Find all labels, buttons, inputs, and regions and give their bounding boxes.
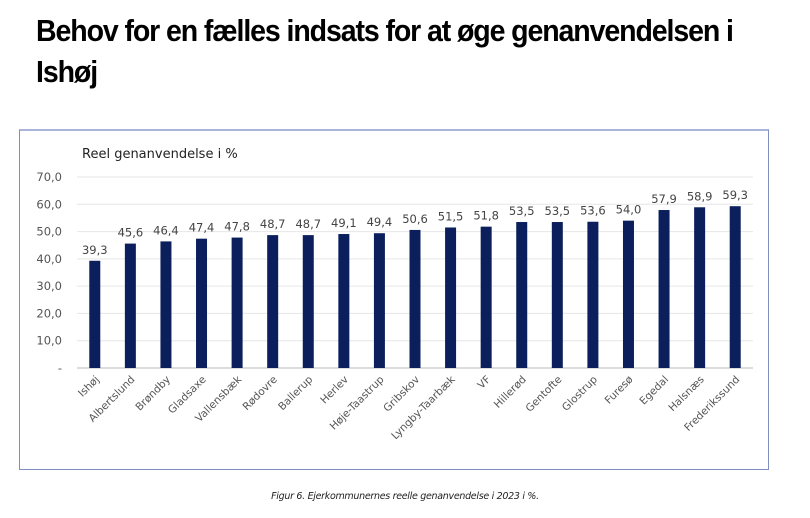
x-tick-label: Herlev (318, 374, 351, 407)
data-label: 58,9 (687, 189, 713, 203)
bar (409, 229, 421, 368)
x-tick-label: Rødovre (241, 374, 280, 413)
bar (196, 238, 208, 368)
data-label: 53,5 (545, 204, 571, 218)
bar (694, 207, 706, 368)
bar (729, 206, 741, 368)
x-tick-label: Egedal (637, 374, 671, 408)
chart-frame (19, 129, 769, 470)
data-label: 49,4 (367, 215, 393, 229)
y-axis-ticks: - 10,0 20,0 30,0 40,0 50,0 60,0 70,0 (36, 170, 62, 375)
bar (267, 235, 279, 368)
data-label: 53,5 (509, 204, 535, 218)
x-tick-label: Furesø (603, 373, 636, 406)
bar (658, 210, 670, 368)
x-tick-label: Ballerup (276, 373, 316, 413)
y-tick-label: - (58, 361, 62, 375)
bar (445, 227, 457, 368)
data-label: 57,9 (651, 192, 677, 206)
bar (124, 243, 136, 368)
data-label: 54,0 (616, 203, 642, 217)
y-tick-label: 70,0 (36, 170, 62, 184)
bar (160, 241, 172, 368)
data-label: 53,6 (580, 204, 606, 218)
x-tick-label: Gentofte (524, 374, 565, 415)
bars (89, 206, 741, 368)
y-tick-label: 30,0 (36, 279, 62, 293)
y-tick-label: 60,0 (36, 197, 62, 211)
figure-caption: Figur 6. Ejerkommunernes reelle genanven… (271, 491, 539, 502)
data-label: 59,3 (722, 188, 748, 202)
data-label: 48,7 (295, 217, 321, 231)
bar (622, 220, 634, 368)
x-axis-ticks: IshøjAlbertslundBrøndbyGladsaxeVallensbæ… (76, 373, 742, 442)
y-tick-label: 40,0 (36, 252, 62, 266)
data-label: 49,1 (331, 216, 357, 230)
bar (302, 235, 314, 368)
y-tick-label: 10,0 (36, 334, 62, 348)
page-title: Behov for en fælles indsats for at øge g… (36, 13, 734, 89)
data-label: 47,8 (224, 220, 250, 234)
bar (89, 260, 101, 368)
data-label: 39,3 (82, 243, 108, 257)
y-tick-label: 50,0 (36, 225, 62, 239)
data-label: 45,6 (118, 226, 144, 240)
data-labels: 39,3 45,6 46,4 47,4 47,8 48,7 48,7 49,1 49,4 50,6… (82, 188, 748, 257)
y-tick-label: 20,0 (36, 306, 62, 320)
data-label: 51,8 (473, 209, 499, 223)
data-label: 50,6 (402, 212, 428, 226)
data-label: 51,5 (438, 209, 464, 223)
x-tick-label: Ishøj (76, 374, 102, 400)
data-label: 48,7 (260, 217, 286, 231)
data-label: 47,4 (189, 221, 215, 235)
chart-title: Reel genanvendelse i % (82, 147, 238, 162)
bar (516, 222, 528, 368)
x-tick-label: VF (475, 374, 493, 392)
bar (551, 222, 563, 368)
x-tick-label: Glostrup (560, 373, 600, 413)
bar (480, 226, 492, 368)
bar (587, 221, 599, 368)
x-tick-label: Lyngby-Taarbæk (389, 373, 458, 442)
bar (373, 233, 385, 368)
bar (231, 237, 243, 368)
data-label: 46,4 (153, 223, 179, 237)
bar (338, 234, 350, 368)
